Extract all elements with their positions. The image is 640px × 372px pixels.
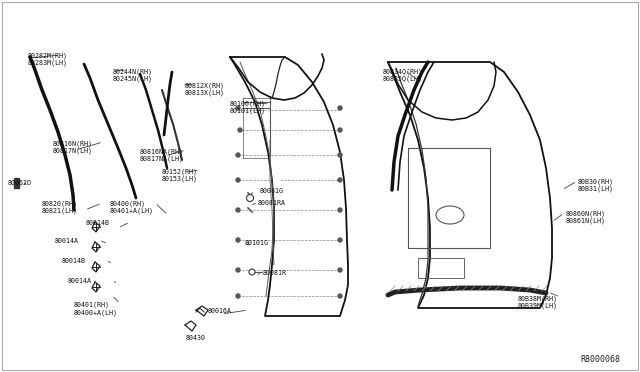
Text: 80081G: 80081G <box>260 188 284 194</box>
Text: 80B38M(RH)
80B39M(LH): 80B38M(RH) 80B39M(LH) <box>518 295 558 309</box>
Text: 80101G: 80101G <box>245 240 269 246</box>
Bar <box>14 178 19 188</box>
Text: 80244N(RH)
80245N(LH): 80244N(RH) 80245N(LH) <box>113 68 153 82</box>
Text: 80016A: 80016A <box>208 308 232 314</box>
Circle shape <box>338 153 342 157</box>
Circle shape <box>238 128 242 132</box>
Text: 80152(RH)
80153(LH): 80152(RH) 80153(LH) <box>162 168 198 182</box>
Text: 80401(RH)
80400+A(LH): 80401(RH) 80400+A(LH) <box>74 302 118 316</box>
Circle shape <box>236 178 240 182</box>
Text: 80816N(RH)
80817N(LH): 80816N(RH) 80817N(LH) <box>53 140 93 154</box>
Text: 80062D: 80062D <box>8 180 32 186</box>
Text: 80400(RH)
80401+A(LH): 80400(RH) 80401+A(LH) <box>110 200 154 214</box>
Circle shape <box>236 294 240 298</box>
Circle shape <box>236 268 240 272</box>
Text: 80816NA(RH)
80817NA(LH): 80816NA(RH) 80817NA(LH) <box>140 148 184 162</box>
Text: 80014B: 80014B <box>62 258 86 264</box>
Circle shape <box>338 106 342 110</box>
Text: R8000068: R8000068 <box>580 355 620 364</box>
Text: 80430: 80430 <box>186 335 206 341</box>
Text: 80834Q(RH)
80835Q(LH): 80834Q(RH) 80835Q(LH) <box>383 68 423 82</box>
Circle shape <box>338 238 342 242</box>
Text: 80014B: 80014B <box>86 220 110 226</box>
Circle shape <box>246 195 253 202</box>
Text: 80812X(RH)
80813X(LH): 80812X(RH) 80813X(LH) <box>185 82 225 96</box>
Circle shape <box>338 208 342 212</box>
Text: 80081R: 80081R <box>263 270 287 276</box>
Circle shape <box>236 153 240 157</box>
Text: 80282M(RH)
80283M(LH): 80282M(RH) 80283M(LH) <box>28 52 68 66</box>
Text: 80B30(RH)
80B31(LH): 80B30(RH) 80B31(LH) <box>578 178 614 192</box>
Circle shape <box>236 106 240 110</box>
Circle shape <box>338 294 342 298</box>
Ellipse shape <box>436 206 464 224</box>
Text: 80860N(RH)
80861N(LH): 80860N(RH) 80861N(LH) <box>566 210 606 224</box>
Circle shape <box>236 208 240 212</box>
Circle shape <box>236 238 240 242</box>
Circle shape <box>338 128 342 132</box>
Text: 80081RA: 80081RA <box>258 200 286 206</box>
Circle shape <box>338 268 342 272</box>
Text: 80014A: 80014A <box>68 278 92 284</box>
Text: 80100(RH)
80101(LH): 80100(RH) 80101(LH) <box>230 100 266 114</box>
Circle shape <box>249 269 255 275</box>
Circle shape <box>338 178 342 182</box>
Text: 80014A: 80014A <box>55 238 79 244</box>
Text: 80820(RH)
80821(LH): 80820(RH) 80821(LH) <box>42 200 78 214</box>
